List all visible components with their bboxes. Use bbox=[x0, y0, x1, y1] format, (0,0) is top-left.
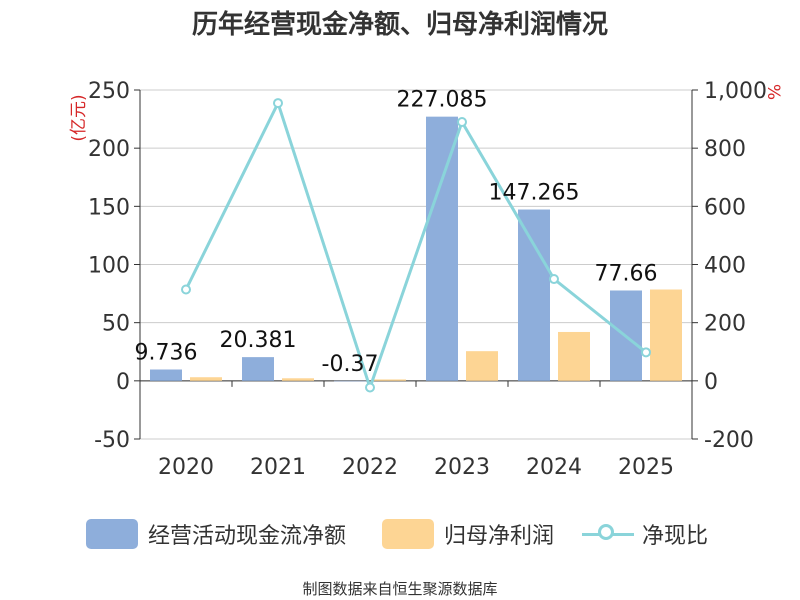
data-label-cash: 147.265 bbox=[489, 181, 580, 206]
right-tick-label: 1,000 bbox=[704, 79, 767, 104]
legend: 经营活动现金流净额 归母净利润 净现比 bbox=[0, 518, 800, 558]
right-tick-label: 800 bbox=[704, 137, 746, 162]
left-tick-label: 50 bbox=[102, 312, 130, 337]
data-label-cash: 227.085 bbox=[397, 88, 488, 113]
legend-label-profit: 归母净利润 bbox=[444, 524, 555, 549]
bars bbox=[150, 116, 682, 382]
x-tick-label: 2022 bbox=[342, 455, 398, 480]
right-tick-label: 200 bbox=[704, 312, 746, 337]
right-axis-title: % bbox=[763, 84, 783, 100]
ratio-point bbox=[181, 284, 191, 295]
legend-item-ratio[interactable]: 净现比 bbox=[582, 518, 708, 550]
ratio-point bbox=[641, 347, 651, 358]
data-label-cash: 77.66 bbox=[595, 261, 658, 286]
bar-cash bbox=[242, 357, 274, 381]
right-tick-label: 600 bbox=[704, 195, 746, 220]
bar-cash bbox=[426, 116, 458, 381]
legend-swatch-cash bbox=[86, 519, 138, 549]
right-tick-label: 0 bbox=[704, 370, 718, 395]
bar-profit bbox=[190, 377, 222, 381]
chart-plot: -50 0 50 100 150 200 250 -200 0 200 400 600 800 1,000… bbox=[69, 79, 783, 480]
legend-label-cash: 经营活动现金流净额 bbox=[148, 524, 347, 549]
left-tick-label: 0 bbox=[116, 370, 130, 395]
bar-profit bbox=[558, 331, 590, 381]
left-axis-title: (亿元) bbox=[69, 94, 89, 141]
ratio-point bbox=[549, 274, 559, 285]
legend-label-ratio: 净现比 bbox=[642, 524, 709, 549]
ratio-point bbox=[365, 382, 375, 393]
left-tick-label: 250 bbox=[88, 79, 130, 104]
right-tick-label: 400 bbox=[704, 254, 746, 279]
data-label-cash: 9.736 bbox=[135, 341, 198, 366]
data-label-cash: 20.381 bbox=[220, 328, 297, 353]
left-tick-label: -50 bbox=[94, 428, 130, 453]
chart-title: 历年经营现金净额、归母净利润情况 bbox=[191, 10, 608, 40]
bar-cash bbox=[150, 369, 182, 381]
x-tick-label: 2025 bbox=[618, 455, 674, 480]
x-tick-label: 2020 bbox=[158, 455, 214, 480]
legend-item-cash[interactable]: 经营活动现金流净额 bbox=[86, 518, 346, 550]
data-label-cash: -0.37 bbox=[322, 352, 379, 377]
x-tick-label: 2024 bbox=[526, 455, 582, 480]
left-tick-label: 150 bbox=[88, 195, 130, 220]
source-note: 制图数据来自恒生聚源数据库 bbox=[302, 580, 498, 598]
bar-cash bbox=[334, 380, 366, 382]
data-labels: 9.736 20.381 -0.37 227.085 147.265 77.66 bbox=[135, 88, 658, 377]
bar-profit bbox=[282, 378, 314, 381]
bar-profit bbox=[374, 379, 406, 381]
right-tick-label: -200 bbox=[704, 428, 754, 453]
x-tick-label: 2023 bbox=[434, 455, 490, 480]
left-tick-label: 200 bbox=[88, 137, 130, 162]
ratio-polyline bbox=[184, 99, 647, 393]
ratio-point bbox=[457, 116, 467, 127]
ratio-line bbox=[181, 98, 651, 393]
legend-item-profit[interactable]: 归母净利润 bbox=[382, 518, 554, 550]
left-tick-label: 100 bbox=[88, 254, 130, 279]
x-tick-label: 2021 bbox=[250, 455, 306, 480]
axes: -50 0 50 100 150 200 250 -200 0 200 400 600 800 1,000… bbox=[69, 79, 783, 480]
bar-profit bbox=[650, 289, 682, 381]
ratio-point bbox=[273, 98, 283, 109]
legend-swatch-profit bbox=[382, 519, 434, 549]
bar-cash bbox=[518, 209, 550, 381]
bar-profit bbox=[466, 351, 498, 381]
legend-swatch-ratio bbox=[582, 519, 634, 549]
